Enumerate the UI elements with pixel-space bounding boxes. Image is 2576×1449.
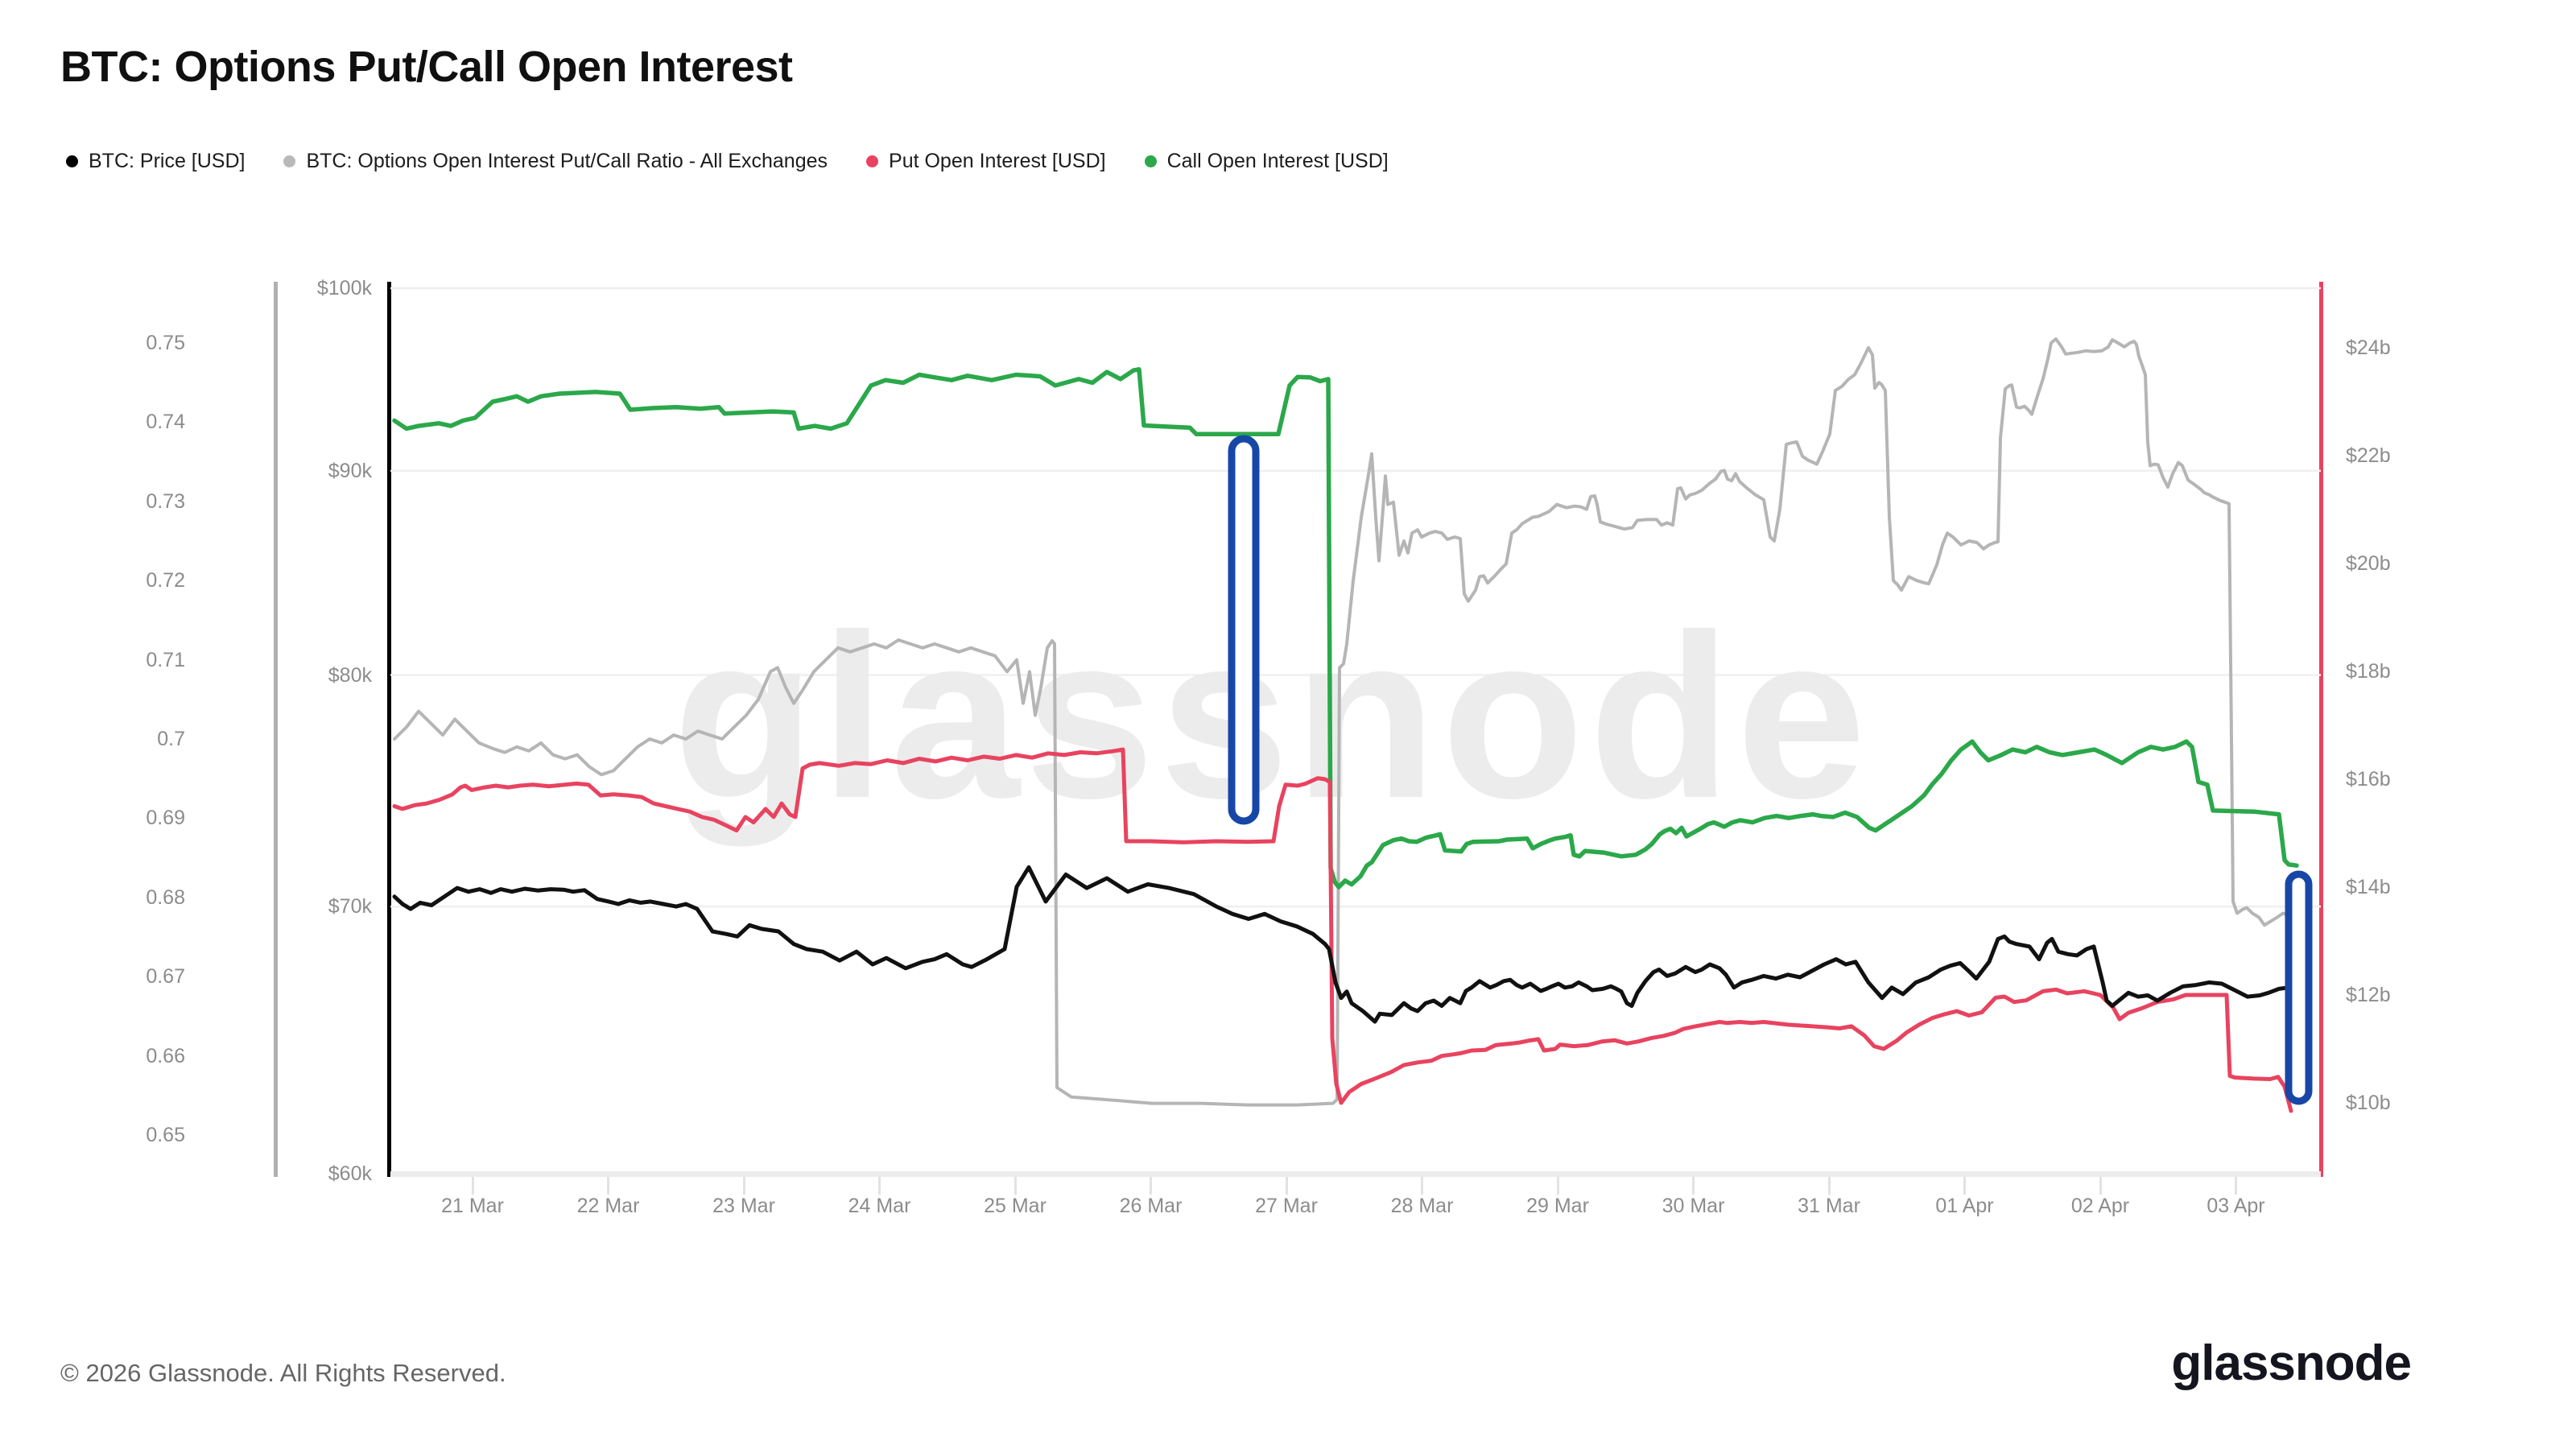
ratio-tick-label-0.66: 0.66 [146,1044,185,1067]
x-tick-mark-02-Apr [2099,1177,2102,1195]
page-title: BTC: Options Put/Call Open Interest [60,43,793,91]
legend-dot-icon [866,155,879,167]
x-tick-label-24-Mar: 24 Mar [848,1195,911,1217]
x-tick-label-01-Apr: 01 Apr [1935,1195,1994,1217]
x-tick-mark-25-Mar [1013,1177,1017,1195]
legend-item-label: Call Open Interest [USD] [1166,150,1389,172]
chart-canvas[interactable]: glassnode [390,282,2321,1177]
oi-tick-label-24: $24b [2346,336,2391,359]
oi-tick-label-14: $14b [2346,876,2391,898]
oi-tick-label-20: $20b [2346,552,2391,575]
x-tick-label-22-Mar: 22 Mar [576,1195,640,1217]
x-tick-label-28-Mar: 28 Mar [1390,1195,1454,1217]
price-tick-label-60: $60k [328,1162,372,1185]
ratio-tick-label-0.7: 0.7 [157,728,185,750]
ratio-tick-label-0.75: 0.75 [146,332,185,354]
ratio-tick-label-0.68: 0.68 [146,886,185,909]
x-tick-label-27-Mar: 27 Mar [1255,1195,1318,1217]
legend-item-ratio[interactable]: BTC: Options Open Interest Put/Call Rati… [283,150,828,173]
x-tick-mark-31-Mar [1827,1177,1831,1195]
x-tick-mark-29-Mar [1556,1177,1559,1195]
x-tick-mark-30-Mar [1692,1177,1695,1195]
price-tick-label-80: $80k [328,663,372,687]
legend-dot-icon [283,155,296,167]
price-axis-line [387,282,391,1177]
legend-dot-icon [1144,155,1157,167]
legend-item-label: BTC: Price [USD] [89,150,246,172]
ratio-axis-line [274,282,278,1177]
open-interest-axis-line [2319,282,2323,1177]
oi-tick-label-16: $16b [2346,768,2391,791]
price-tick-label-90: $90k [328,459,372,482]
x-tick-label-25-Mar: 25 Mar [984,1195,1046,1217]
legend-item-put_oi[interactable]: Put Open Interest [USD] [866,150,1106,173]
x-tick-mark-23-Mar [742,1177,745,1195]
price-tick-label-100: $100k [316,277,372,299]
series-line-call-open-interest-usd [392,367,2299,890]
x-axis-baseline [390,1171,2321,1177]
ratio-tick-label-0.67: 0.67 [146,965,185,989]
series-line-btc-options-open-interest-put-call-ratio-all-exchanges [393,337,2289,1107]
oi-tick-label-18: $18b [2346,660,2391,683]
legend-item-label: BTC: Options Open Interest Put/Call Rati… [306,150,828,172]
x-tick-label-26-Mar: 26 Mar [1119,1195,1183,1217]
glassnode-logo: glassnode [2171,1335,2412,1391]
ratio-tick-label-0.69: 0.69 [146,807,185,830]
annotation-capsule-1 [1228,435,1260,825]
x-tick-mark-26-Mar [1150,1177,1152,1195]
x-tick-mark-21-Mar [471,1177,474,1195]
series-line-put-open-interest-usd [392,747,2293,1113]
x-tick-label-02-Apr: 02 Apr [2070,1195,2130,1217]
x-tick-mark-28-Mar [1421,1177,1423,1195]
ratio-tick-label-0.71: 0.71 [146,648,185,671]
oi-tick-label-12: $12b [2346,984,2391,1006]
x-tick-mark-22-Mar [607,1177,609,1195]
x-tick-label-31-Mar: 31 Mar [1798,1195,1860,1217]
x-tick-label-30-Mar: 30 Mar [1662,1195,1725,1217]
ratio-tick-label-0.73: 0.73 [146,489,185,513]
legend-item-label: Put Open Interest [USD] [889,150,1106,172]
x-tick-mark-27-Mar [1285,1177,1288,1195]
oi-tick-label-22: $22b [2346,444,2391,467]
oi-tick-label-10: $10b [2346,1092,2391,1114]
copyright-text: © 2026 Glassnode. All Rights Reserved. [60,1359,506,1387]
series-line-btc-price-usd [392,865,2303,1024]
x-tick-mark-01-Apr [1963,1177,1966,1195]
legend-item-price[interactable]: BTC: Price [USD] [66,150,245,173]
ratio-tick-label-0.74: 0.74 [146,411,185,434]
ratio-tick-label-0.65: 0.65 [146,1124,185,1146]
x-tick-label-03-Apr: 03 Apr [2207,1195,2265,1217]
ratio-tick-label-0.72: 0.72 [146,569,185,592]
legend: BTC: Price [USD] BTC: Options Open Intere… [66,150,1389,173]
x-tick-label-21-Mar: 21 Mar [441,1195,504,1217]
legend-dot-icon [66,155,78,167]
price-tick-label-70: $70k [328,895,372,919]
legend-item-call_oi[interactable]: Call Open Interest [USD] [1144,150,1389,173]
watermark: glassnode [673,586,1871,848]
x-tick-label-29-Mar: 29 Mar [1526,1195,1589,1217]
annotation-capsule-2 [2285,870,2313,1105]
x-tick-label-23-Mar: 23 Mar [712,1195,775,1217]
x-tick-mark-24-Mar [878,1177,881,1195]
x-tick-mark-03-Apr [2235,1177,2237,1195]
